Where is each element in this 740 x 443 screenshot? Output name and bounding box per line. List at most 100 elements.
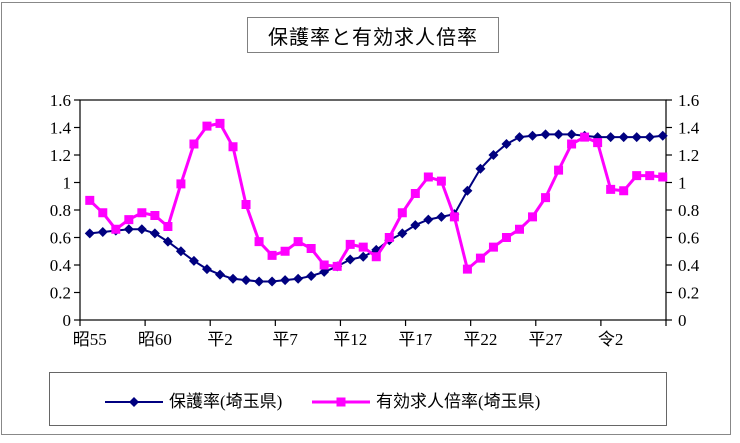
data-point-square [293,237,303,247]
data-point-square [567,139,577,149]
chart-title-box: 保護率と有効求人倍率 [247,17,499,53]
y-axis-label-right: 0.2 [678,284,699,303]
legend-label: 有効求人倍率(埼玉県) [376,391,541,411]
data-point-square [449,212,459,222]
x-axis-label: 平7 [272,330,298,349]
data-point-diamond [527,130,538,141]
data-point-square [176,179,186,189]
data-point-diamond [267,276,278,287]
x-axis-label: 平27 [529,330,563,349]
figure-outer-border [1,2,731,435]
data-point-square [306,244,316,253]
legend-item-kyujin-bairitsu: 有効求人倍率(埼玉県) [312,373,540,425]
data-point-square [332,261,342,271]
legend-diamond [129,397,139,407]
data-point-square [488,242,498,252]
x-axis-label: 昭55 [73,330,107,349]
data-point-square [189,139,199,149]
y-axis-label-left: 0.4 [50,256,72,275]
data-point-diamond [488,150,499,160]
x-axis-label: 昭60 [138,330,172,349]
y-axis-label-right: 1.6 [678,91,699,110]
legend-sample-line [105,397,163,407]
y-axis-label-left: 0.6 [50,229,71,248]
y-axis-label-right: 1.4 [678,119,700,138]
data-point-diamond [254,276,265,287]
data-point-diamond [605,132,616,143]
data-point-diamond [553,129,564,140]
data-point-square [280,246,290,256]
legend: 保護率(埼玉県) 有効求人倍率(埼玉県) [49,372,667,426]
x-axis-label: 平2 [207,330,233,349]
data-point-diamond [162,236,173,247]
data-point-square [137,208,147,218]
legend-sample-line [312,397,370,407]
data-point-square [345,239,355,249]
data-point-square [528,212,538,222]
data-point-diamond [123,224,134,235]
data-point-square [85,195,95,205]
y-axis-label-left: 1 [63,174,72,193]
y-axis-label-left: 1.6 [50,91,71,110]
data-point-diamond [280,275,291,286]
data-point-square [215,118,225,128]
data-point-square [384,233,394,242]
data-point-diamond [345,254,356,265]
data-point-diamond [475,163,486,174]
data-point-square [397,208,407,218]
y-axis-label-left: 1.2 [50,146,71,165]
data-point-square [593,138,603,148]
data-point-square [606,184,616,194]
data-point-diamond [462,185,473,196]
data-point-diamond [540,129,551,140]
data-point-diamond [514,132,525,143]
data-point-diamond [397,228,408,239]
data-point-square [436,176,446,186]
data-point-diamond [631,132,642,143]
y-axis-label-right: 0.8 [678,201,699,220]
data-point-square [632,171,642,181]
y-axis-label-right: 0.4 [678,256,700,275]
data-point-square [358,242,368,252]
data-point-square [150,211,160,220]
data-point-square [658,172,668,182]
x-axis-label: 令2 [598,330,624,349]
data-point-square [202,121,212,131]
data-point-square [475,253,485,263]
data-point-diamond [97,227,108,237]
data-point-square [410,189,420,198]
data-point-diamond [410,220,421,231]
data-point-square [241,200,251,209]
data-point-diamond [358,251,369,262]
data-point-diamond [149,228,160,239]
data-point-diamond [644,132,655,143]
data-point-square [228,142,238,152]
data-point-square [423,172,433,182]
data-point-diamond [293,273,304,284]
y-axis-label-right: 0 [678,311,687,330]
data-point-diamond [136,224,147,235]
y-axis-label-right: 0.6 [678,229,699,248]
data-point-square [554,165,564,175]
data-point-square [462,264,472,274]
y-axis-label-left: 0 [63,311,72,330]
data-point-square [111,224,121,234]
data-point-square [319,260,329,270]
data-point-diamond [657,130,668,141]
legend-marker-diamond-icon [105,393,163,407]
data-point-square [515,224,524,234]
data-point-square [267,250,277,260]
data-point-diamond [214,269,225,280]
data-point-square [163,222,173,231]
x-axis-label: 平12 [333,330,367,349]
data-point-diamond [201,264,212,275]
data-point-diamond [188,255,199,266]
plot-border [79,99,667,321]
data-point-square [580,132,590,142]
y-axis-label-left: 0.8 [50,201,71,220]
data-point-diamond [436,211,447,222]
y-axes: 0 0 0.2 0.2 0.4 0.4 0.6 0.6 0.8 0.8 1 1 1.2 1.2 1.4 1.4… [50,91,700,330]
data-point-diamond [618,132,629,143]
